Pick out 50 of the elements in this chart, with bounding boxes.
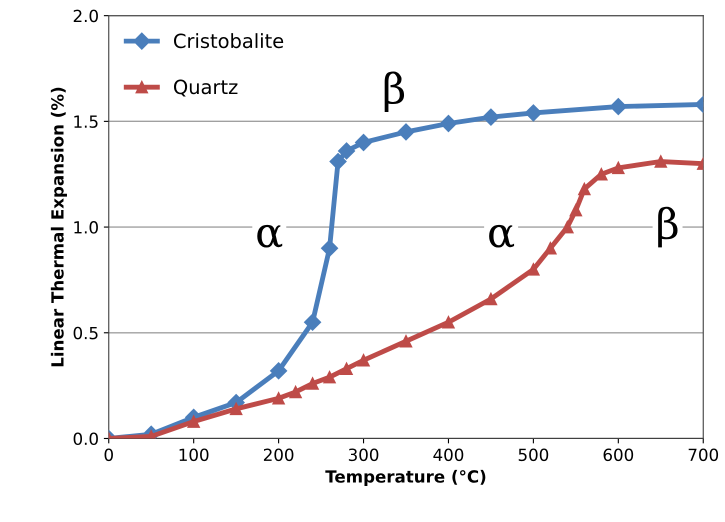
- point: [400, 334, 412, 348]
- x-tick-label: 300: [348, 448, 378, 462]
- point: [230, 402, 242, 416]
- point: [272, 392, 285, 405]
- point: [484, 292, 498, 306]
- x-tick-label: 400: [433, 448, 464, 462]
- point: [612, 162, 625, 174]
- point: [289, 386, 302, 398]
- point: [323, 370, 336, 384]
- point: [357, 354, 370, 367]
- point: [570, 204, 582, 216]
- annotation: β: [658, 206, 678, 248]
- point: [544, 242, 557, 254]
- point: [527, 263, 540, 276]
- x-tick-label: 700: [688, 448, 718, 462]
- point: [306, 377, 319, 390]
- point: [187, 415, 200, 428]
- legend-label: Quartz: [174, 80, 238, 96]
- point: [330, 152, 347, 170]
- point: [610, 98, 627, 116]
- annotation: α: [257, 224, 282, 248]
- y-tick-label: 2.0: [74, 10, 98, 22]
- annotation: β: [384, 71, 404, 112]
- point: [321, 240, 338, 257]
- point: [482, 108, 500, 126]
- point: [354, 134, 372, 152]
- x-tick-label: 0: [104, 448, 113, 462]
- point: [340, 362, 353, 375]
- point: [304, 314, 322, 331]
- x-tick-label: 500: [518, 448, 548, 462]
- point: [397, 123, 415, 140]
- point: [654, 155, 668, 168]
- x-tick-label: 200: [264, 448, 294, 462]
- y-axis-title: Linear Thermal Expansion (%): [50, 88, 67, 366]
- y-tick-label: 1.0: [74, 221, 98, 234]
- point: [442, 316, 455, 328]
- x-axis-title: Temperature (°C): [325, 470, 486, 486]
- x-tick-label: 100: [180, 448, 208, 462]
- y-tick-label: 1.5: [74, 116, 98, 128]
- point: [338, 142, 356, 160]
- y-tick-label: 0.0: [74, 432, 98, 446]
- y-tick-label: 0.5: [74, 326, 98, 340]
- legend-label: Cristobalite: [174, 33, 284, 48]
- point: [578, 182, 591, 196]
- point: [524, 104, 542, 122]
- point: [561, 220, 574, 234]
- point: [270, 362, 288, 380]
- annotation: α: [489, 224, 514, 248]
- x-tick-label: 600: [604, 448, 634, 462]
- point: [440, 114, 458, 132]
